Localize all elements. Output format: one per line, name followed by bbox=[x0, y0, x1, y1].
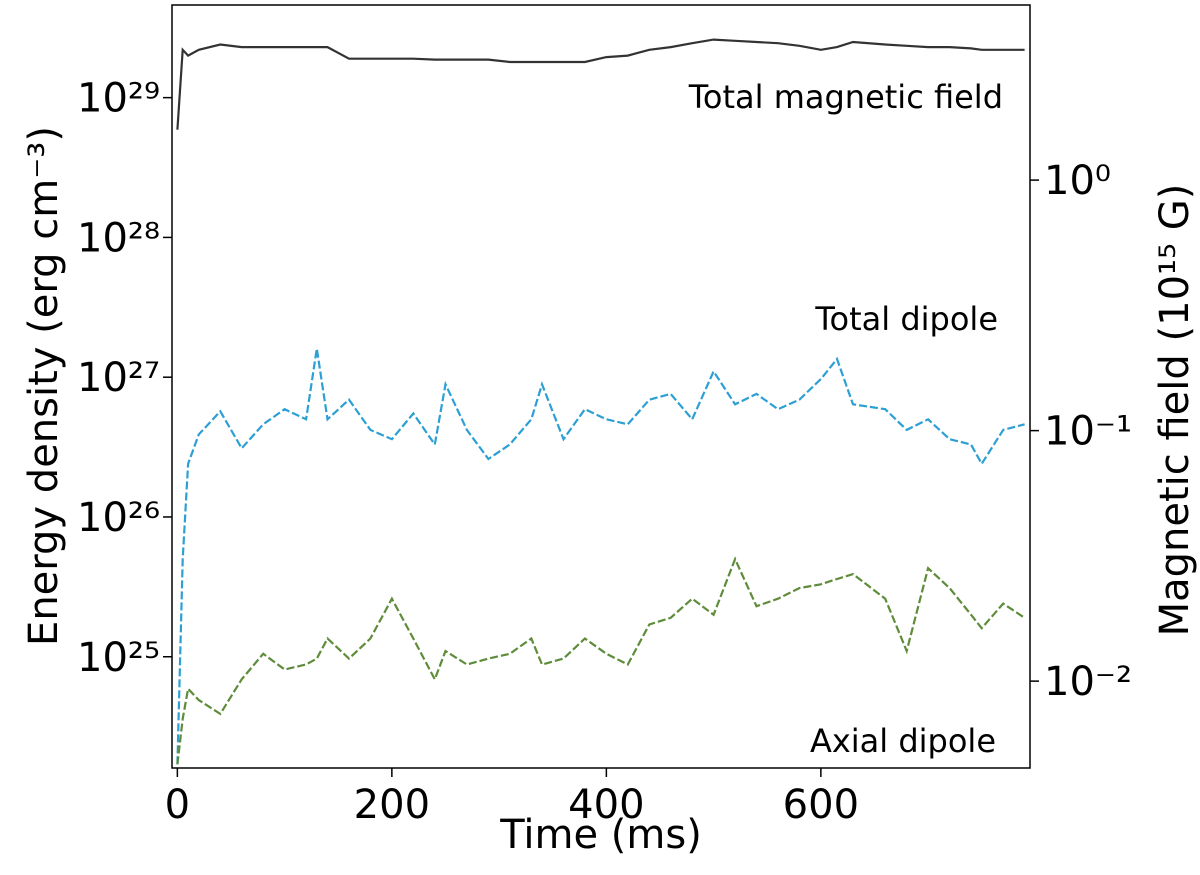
series-line bbox=[176, 348, 1025, 765]
plot-frame bbox=[171, 4, 1031, 769]
y2-axis-label: Magnetic field (10¹⁵ G) bbox=[1152, 184, 1198, 637]
y2-tick-label: 10⁻¹ bbox=[1044, 409, 1132, 455]
y-tick-label: 10²⁸ bbox=[77, 215, 160, 261]
annotation: Total magnetic field bbox=[688, 78, 1003, 116]
y-tick-label: 10²⁵ bbox=[77, 635, 160, 681]
series-line bbox=[176, 556, 1026, 765]
x-tick-label: 600 bbox=[783, 782, 859, 828]
x-tick-label: 400 bbox=[568, 782, 644, 828]
y2-tick-label: 10⁻² bbox=[1044, 659, 1132, 705]
annotation: Axial dipole bbox=[810, 722, 996, 760]
x-tick-label: 200 bbox=[354, 782, 430, 828]
y-tick-label: 10²⁹ bbox=[77, 76, 160, 122]
y-tick-label: 10²⁶ bbox=[77, 495, 160, 541]
x-tick-label: 0 bbox=[165, 782, 190, 828]
y2-tick-label: 10⁰ bbox=[1044, 158, 1111, 204]
y-tick-label: 10²⁷ bbox=[77, 355, 160, 401]
x-axis-label: Time (ms) bbox=[499, 812, 702, 858]
y-axis-label: Energy density (erg cm⁻³) bbox=[21, 126, 67, 646]
series-line bbox=[176, 38, 1025, 130]
annotation: Total dipole bbox=[814, 300, 998, 338]
